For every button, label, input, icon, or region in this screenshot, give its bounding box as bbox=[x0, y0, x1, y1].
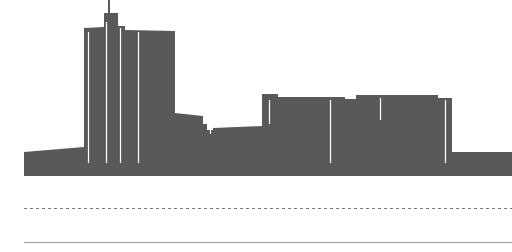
skyline-silhouette bbox=[24, 0, 512, 176]
skyline-illustration bbox=[0, 0, 512, 252]
page bbox=[0, 0, 512, 252]
